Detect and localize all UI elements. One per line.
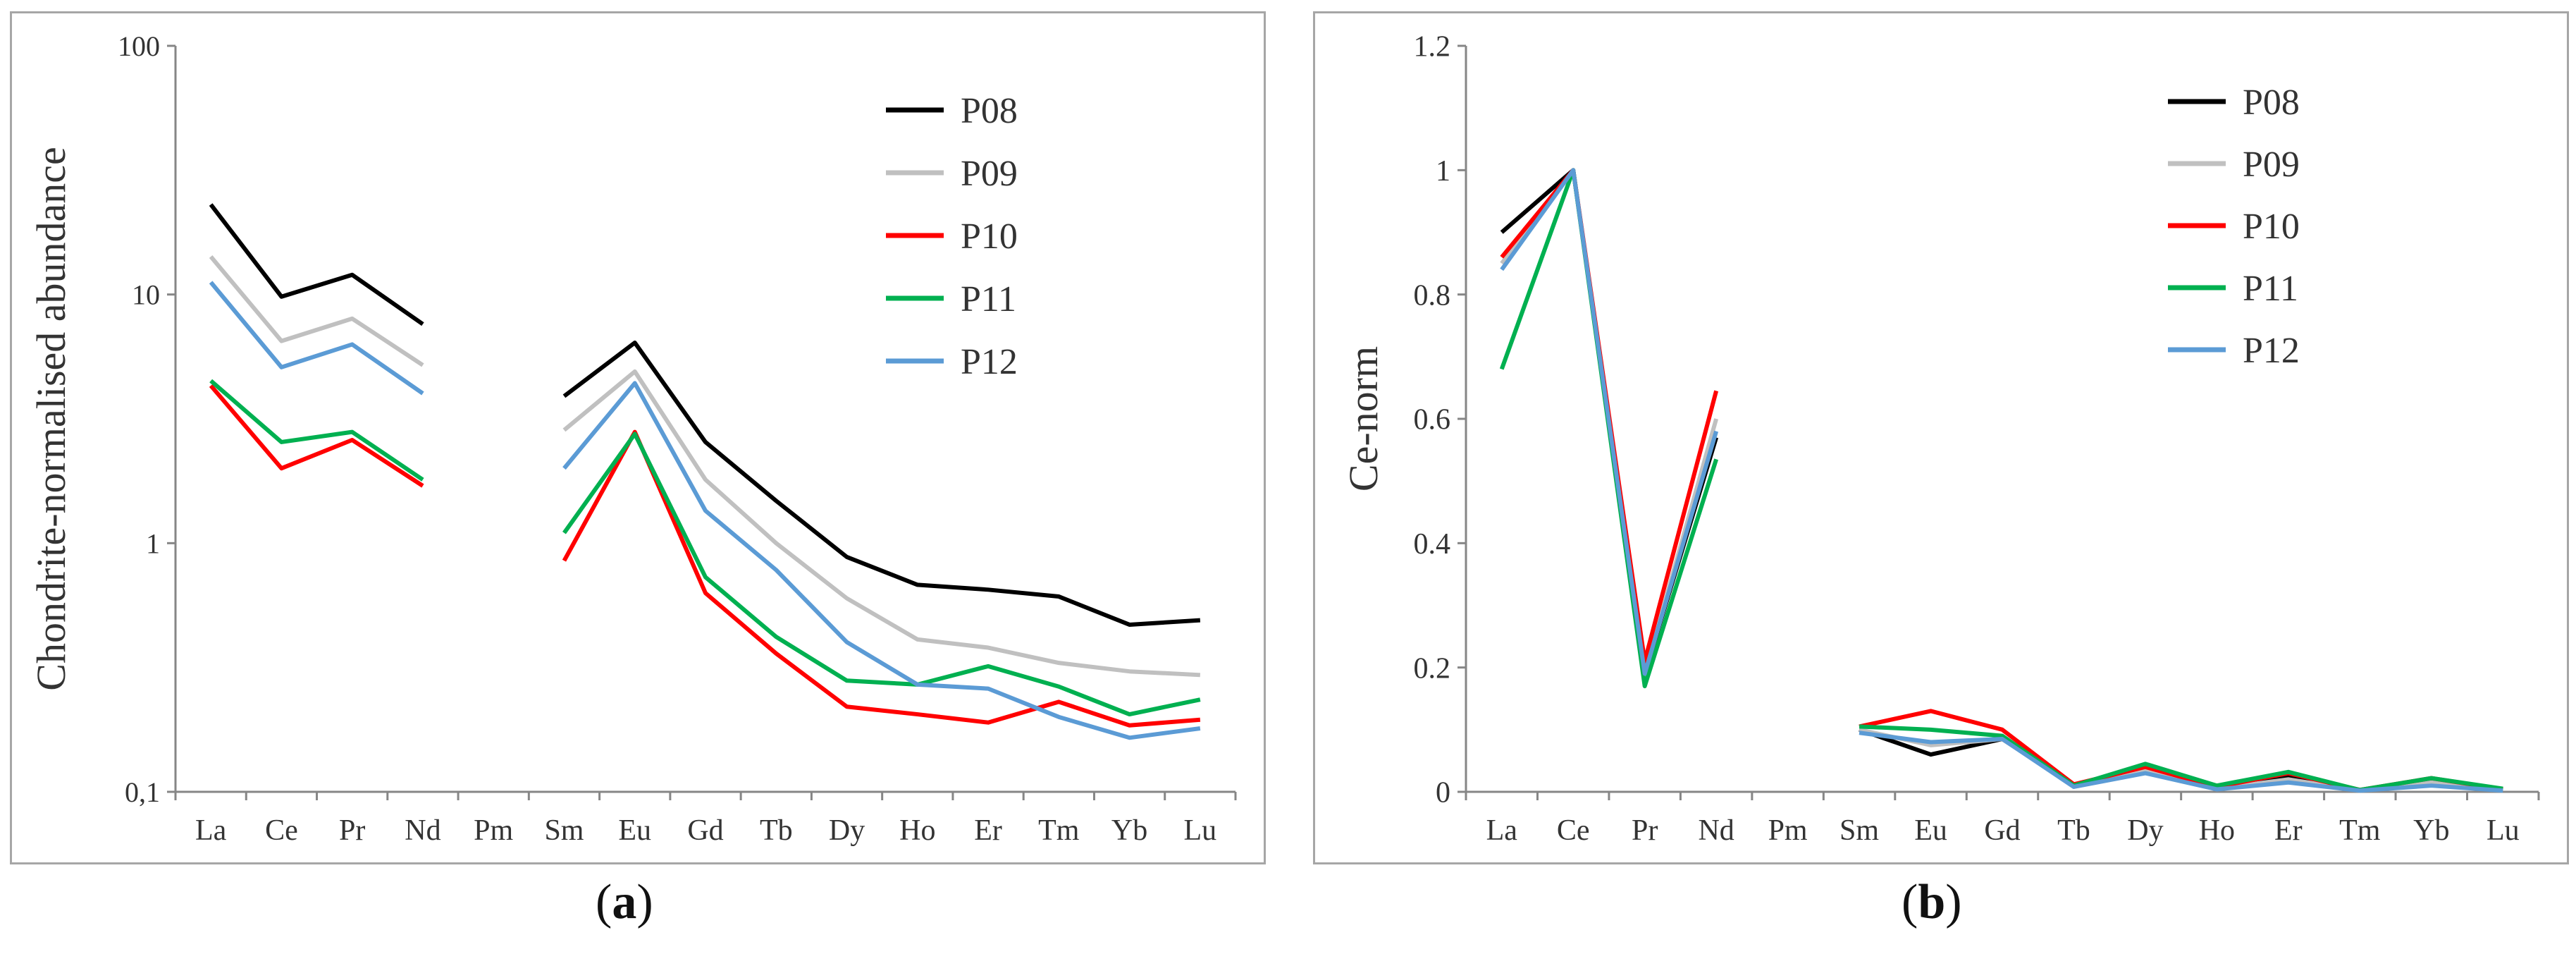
chart-a-series-p08-line: [209, 203, 424, 326]
chart-b-x-tick-label: Yb: [2413, 814, 2449, 847]
chart-a-x-tick-label: Dy: [829, 814, 865, 847]
chart-b-svg: 0 0.2 0.4 0.6 0.8 1 1.2 La Ce Pr Nd Pm Sm Eu Gd Tb Dy Ho E…: [1341, 31, 2540, 847]
chart-a-x-tick-label: Gd: [687, 814, 723, 847]
chart-b-x-tick-label: Tm: [2339, 814, 2381, 847]
chart-a-series-p08-line: [562, 341, 1201, 627]
chart-a-series-p12-line: [562, 381, 1201, 740]
chart-b-y-tick-label: 0.2: [1414, 652, 1451, 685]
chart-a-svg: 0,1 1 10 100 La Ce Pr Nd Pm Sm Eu Gd Tb Dy Ho Er Tm Yb Lu C…: [28, 30, 1237, 847]
chart-b-legend-label-p10: P10: [2243, 207, 2300, 247]
chart-a-series-p11-line: [562, 432, 1201, 717]
chart-a-series-p09-line: [209, 255, 424, 367]
chart-b-series-p12-line: [1500, 168, 1719, 676]
chart-a-series-p09-line: [562, 369, 1201, 678]
chart-b-x-tick-label: Nd: [1698, 814, 1734, 847]
chart-a-x-tick-label: Pm: [474, 814, 513, 847]
chart-b-series-p12-line: [1859, 730, 2503, 793]
chart-b-legend-label-p12: P12: [2243, 331, 2300, 371]
chart-b-x-tick-label: Eu: [1914, 814, 1947, 847]
chart-a-y-tick-label: 100: [118, 30, 160, 62]
caption-a-letter: a: [612, 875, 637, 929]
chart-b-series-p11-line: [1859, 724, 2503, 793]
chart-a-series-p10-line: [209, 384, 424, 488]
chart-b-x-tick-label: Ho: [2199, 814, 2235, 847]
chart-b-x-tick-label: Dy: [2127, 814, 2163, 847]
chart-a-legend-label-p11: P11: [961, 279, 1016, 319]
chart-panel-a: 0,1 1 10 100 La Ce Pr Nd Pm Sm Eu Gd Tb Dy Ho Er Tm Yb Lu C…: [10, 11, 1266, 864]
caption-a: (a): [596, 875, 653, 929]
chart-b-x-tick-label: Sm: [1839, 814, 1879, 847]
chart-b-x-tick-label: Pm: [1768, 814, 1808, 847]
chart-a-y-axis-label: Chondrite-normalised abundance: [28, 147, 74, 690]
chart-a-series-p11-line: [209, 379, 424, 482]
chart-b-legend-label-p11: P11: [2243, 269, 2298, 309]
chart-a-series-p12-line: [209, 281, 424, 396]
chart-b-y-tick-label: 0.4: [1414, 528, 1451, 561]
chart-b-x-tick-label: Pr: [1632, 814, 1658, 847]
chart-a-x-tick-label: Er: [974, 814, 1002, 847]
chart-b-y-tick-label: 0: [1436, 777, 1450, 809]
chart-a-legend-label-p10: P10: [961, 216, 1018, 257]
chart-b-legend-label-p08: P08: [2243, 82, 2300, 123]
chart-b-x-tick-label: Lu: [2486, 814, 2520, 847]
chart-a-x-tick-label: Pr: [339, 814, 365, 847]
chart-b-y-tick-label: 0.6: [1414, 404, 1451, 436]
chart-b-x-tick-label: Ce: [1557, 814, 1590, 847]
chart-a-series-p10-line: [562, 429, 1201, 728]
chart-b-x-tick-label: La: [1486, 814, 1518, 847]
chart-a-x-tick-label: La: [195, 814, 227, 847]
chart-a-legend-label-p12: P12: [961, 342, 1018, 382]
chart-a-x-tick-label: Tm: [1038, 814, 1080, 847]
chart-a-x-tick-label: Ho: [899, 814, 935, 847]
chart-b-y-tick-label: 0.8: [1414, 279, 1451, 312]
caption-b-letter: b: [1918, 875, 1946, 929]
chart-a-y-tick-label: 10: [132, 279, 160, 311]
chart-b-y-tick-label: 1: [1436, 155, 1450, 188]
chart-b-y-axis-label: Ce-norm: [1341, 346, 1386, 491]
chart-a-x-tick-label: Tb: [760, 814, 793, 847]
chart-panel-b: 0 0.2 0.4 0.6 0.8 1 1.2 La Ce Pr Nd Pm Sm Eu Gd Tb Dy Ho E…: [1313, 11, 2569, 864]
chart-a-y-tick-label: 1: [146, 527, 160, 559]
chart-a-x-tick-label: Eu: [618, 814, 651, 847]
chart-a-x-tick-label: Lu: [1184, 814, 1217, 847]
chart-a-x-tick-label: Nd: [405, 814, 440, 847]
chart-a-x-tick-label: Sm: [544, 814, 584, 847]
chart-a-legend-label-p08: P08: [961, 91, 1018, 131]
chart-b-y-tick-label: 1.2: [1414, 31, 1451, 63]
chart-a-x-tick-label: Ce: [265, 814, 298, 847]
chart-b-x-tick-label: Tb: [2057, 814, 2090, 847]
chart-b-x-tick-label: Gd: [1984, 814, 2020, 847]
chart-a-x-tick-label: Yb: [1111, 814, 1147, 847]
chart-b-x-tick-label: Er: [2274, 814, 2303, 847]
chart-b-legend-label-p09: P09: [2243, 145, 2300, 185]
chart-a-y-tick-label: 0,1: [125, 776, 160, 808]
caption-b: (b): [1902, 875, 1962, 929]
chart-a-legend-label-p09: P09: [961, 154, 1018, 194]
